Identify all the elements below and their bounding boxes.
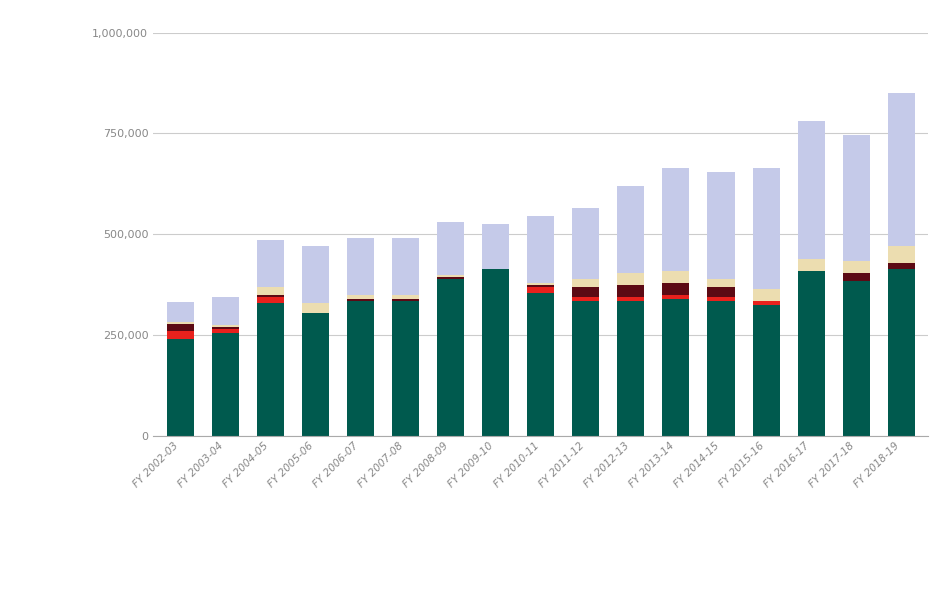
Bar xyxy=(572,297,598,301)
Bar xyxy=(797,121,824,258)
Bar xyxy=(751,168,779,289)
Bar xyxy=(616,301,644,436)
Bar xyxy=(211,333,239,436)
Bar xyxy=(797,271,824,436)
Bar xyxy=(301,303,329,313)
Bar xyxy=(842,261,868,273)
Bar xyxy=(707,287,733,297)
Bar xyxy=(751,289,779,301)
Bar xyxy=(257,240,283,287)
Bar xyxy=(166,331,194,339)
Bar xyxy=(707,172,733,278)
Bar xyxy=(572,208,598,278)
Bar xyxy=(886,268,914,436)
Bar xyxy=(572,287,598,297)
Bar xyxy=(797,258,824,271)
Bar xyxy=(662,295,689,299)
Bar xyxy=(751,301,779,305)
Bar xyxy=(257,303,283,436)
Bar xyxy=(751,305,779,436)
Bar xyxy=(392,295,418,299)
Bar xyxy=(481,268,509,436)
Bar xyxy=(527,216,554,283)
Bar xyxy=(211,325,239,327)
Bar xyxy=(437,275,464,277)
Bar xyxy=(437,278,464,436)
Bar xyxy=(211,329,239,333)
Bar xyxy=(346,301,374,436)
Bar xyxy=(166,339,194,436)
Bar xyxy=(392,301,418,436)
Bar xyxy=(301,246,329,303)
Bar xyxy=(527,287,554,293)
Bar xyxy=(392,299,418,301)
Bar xyxy=(257,295,283,297)
Bar xyxy=(662,283,689,295)
Bar xyxy=(886,246,914,262)
Bar xyxy=(616,297,644,301)
Bar xyxy=(346,295,374,299)
Bar xyxy=(392,239,418,295)
Bar xyxy=(211,297,239,325)
Bar xyxy=(572,301,598,436)
Bar xyxy=(842,281,868,436)
Bar xyxy=(301,313,329,436)
Bar xyxy=(166,324,194,331)
Bar xyxy=(842,136,868,261)
Bar xyxy=(346,239,374,295)
Bar xyxy=(886,93,914,246)
Bar xyxy=(211,327,239,329)
Bar xyxy=(527,293,554,436)
Bar xyxy=(437,277,464,278)
Bar xyxy=(257,297,283,303)
Bar xyxy=(481,224,509,268)
Bar xyxy=(166,322,194,324)
Bar xyxy=(616,285,644,297)
Bar xyxy=(616,186,644,273)
Bar xyxy=(527,285,554,287)
Bar xyxy=(886,262,914,268)
Bar xyxy=(707,297,733,301)
Bar xyxy=(572,278,598,287)
Bar xyxy=(257,287,283,295)
Bar xyxy=(346,299,374,301)
Bar xyxy=(707,301,733,436)
Bar xyxy=(662,168,689,271)
Bar xyxy=(662,299,689,436)
Bar xyxy=(842,273,868,281)
Bar xyxy=(437,222,464,275)
Bar xyxy=(166,302,194,322)
Bar xyxy=(616,273,644,285)
Bar xyxy=(707,278,733,287)
Bar xyxy=(527,283,554,285)
Bar xyxy=(662,271,689,283)
